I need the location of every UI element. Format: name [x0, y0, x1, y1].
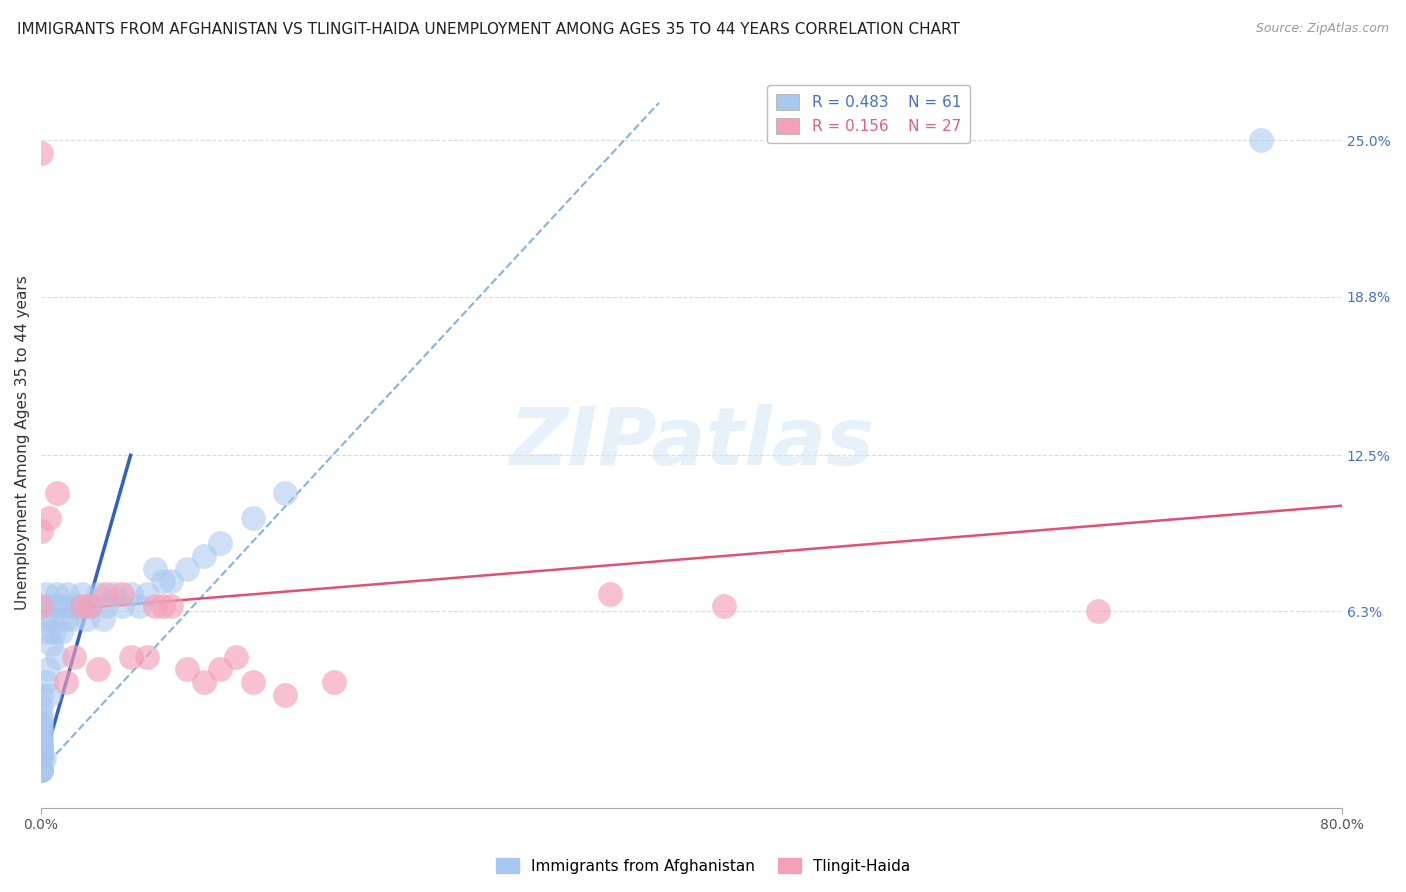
- Point: [30, 743, 52, 757]
- Point: [96, 587, 118, 601]
- Point: [37, 624, 59, 639]
- Point: [30, 146, 52, 161]
- Y-axis label: Unemployment Among Ages 35 to 44 years: Unemployment Among Ages 35 to 44 years: [15, 276, 30, 610]
- Point: [42, 624, 65, 639]
- Point: [30, 763, 52, 777]
- Point: [62, 649, 84, 664]
- Point: [103, 587, 125, 601]
- Point: [79, 599, 101, 614]
- Point: [713, 599, 735, 614]
- Point: [38, 688, 60, 702]
- Point: [30, 718, 52, 732]
- Point: [45, 599, 67, 614]
- Point: [55, 612, 77, 626]
- Point: [30, 524, 52, 538]
- Point: [30, 725, 52, 739]
- Point: [193, 549, 215, 563]
- Point: [39, 637, 62, 651]
- Point: [30, 700, 52, 714]
- Point: [599, 587, 621, 601]
- Point: [46, 649, 69, 664]
- Point: [1087, 605, 1109, 619]
- Point: [91, 612, 114, 626]
- Point: [30, 713, 52, 727]
- Point: [56, 587, 79, 601]
- Point: [208, 536, 231, 550]
- Point: [55, 675, 77, 690]
- Point: [30, 738, 52, 752]
- Point: [46, 486, 69, 500]
- Legend: R = 0.483    N = 61, R = 0.156    N = 27: R = 0.483 N = 61, R = 0.156 N = 27: [768, 85, 970, 143]
- Point: [160, 574, 183, 589]
- Text: ZIPatlas: ZIPatlas: [509, 404, 875, 482]
- Point: [35, 587, 58, 601]
- Point: [143, 562, 166, 576]
- Point: [30, 750, 52, 764]
- Point: [30, 746, 52, 760]
- Point: [176, 562, 198, 576]
- Point: [274, 688, 297, 702]
- Point: [30, 738, 52, 752]
- Point: [30, 731, 52, 745]
- Point: [120, 649, 142, 664]
- Point: [76, 612, 98, 626]
- Point: [225, 649, 247, 664]
- Point: [87, 662, 110, 676]
- Point: [70, 587, 93, 601]
- Point: [30, 599, 52, 614]
- Point: [30, 763, 52, 777]
- Point: [143, 599, 166, 614]
- Point: [30, 733, 52, 747]
- Point: [51, 599, 73, 614]
- Point: [46, 587, 69, 601]
- Point: [30, 707, 52, 722]
- Point: [111, 587, 134, 601]
- Point: [37, 662, 59, 676]
- Text: Source: ZipAtlas.com: Source: ZipAtlas.com: [1256, 22, 1389, 36]
- Point: [128, 599, 150, 614]
- Point: [41, 612, 63, 626]
- Point: [1250, 133, 1272, 147]
- Point: [242, 511, 264, 525]
- Point: [79, 599, 101, 614]
- Point: [242, 675, 264, 690]
- Point: [30, 723, 52, 737]
- Point: [96, 599, 118, 614]
- Point: [38, 599, 60, 614]
- Legend: Immigrants from Afghanistan, Tlingit-Haida: Immigrants from Afghanistan, Tlingit-Hai…: [489, 852, 917, 880]
- Point: [35, 675, 58, 690]
- Point: [30, 750, 52, 764]
- Point: [62, 612, 84, 626]
- Point: [176, 662, 198, 676]
- Point: [38, 511, 60, 525]
- Point: [208, 662, 231, 676]
- Point: [30, 763, 52, 777]
- Point: [111, 599, 134, 614]
- Point: [30, 763, 52, 777]
- Point: [59, 599, 82, 614]
- Point: [70, 599, 93, 614]
- Point: [274, 486, 297, 500]
- Point: [193, 675, 215, 690]
- Point: [49, 624, 72, 639]
- Point: [30, 740, 52, 755]
- Point: [120, 587, 142, 601]
- Point: [152, 599, 174, 614]
- Point: [152, 574, 174, 589]
- Point: [30, 688, 52, 702]
- Point: [87, 587, 110, 601]
- Point: [135, 649, 157, 664]
- Point: [135, 587, 157, 601]
- Text: IMMIGRANTS FROM AFGHANISTAN VS TLINGIT-HAIDA UNEMPLOYMENT AMONG AGES 35 TO 44 YE: IMMIGRANTS FROM AFGHANISTAN VS TLINGIT-H…: [17, 22, 960, 37]
- Point: [34, 612, 56, 626]
- Point: [34, 750, 56, 764]
- Point: [160, 599, 183, 614]
- Point: [66, 599, 89, 614]
- Point: [322, 675, 344, 690]
